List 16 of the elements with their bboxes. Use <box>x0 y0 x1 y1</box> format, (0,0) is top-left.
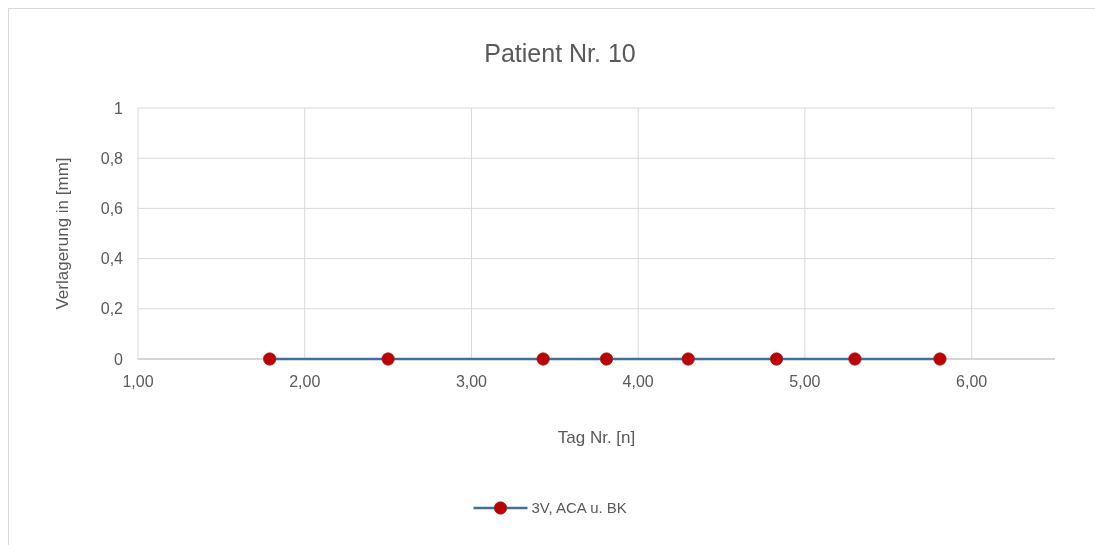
x-tick-label: 3,00 <box>455 373 488 390</box>
legend-label: 3V, ACA u. BK <box>531 499 627 517</box>
y-tick-label: 0,8 <box>100 149 124 167</box>
y-axis-title: Verlagerung in [mm] <box>53 157 72 310</box>
x-tick-label: 1,00 <box>122 373 154 390</box>
x-tick-label: 5,00 <box>789 373 821 390</box>
x-tick-label: 4,00 <box>622 373 654 390</box>
x-tick-label: 6,00 <box>956 373 988 390</box>
x-axis-title: Tag Nr. [n] <box>557 428 636 447</box>
y-tick-label: 1 <box>114 99 124 117</box>
y-tick-label: 0,6 <box>100 200 124 217</box>
y-tick-label: 0 <box>114 350 124 368</box>
chart-title: Patient Nr. 10 <box>484 39 636 67</box>
y-tick-label: 0,4 <box>100 250 124 268</box>
y-tick-label: 0,2 <box>100 300 124 318</box>
x-tick-label: 2,00 <box>289 373 321 390</box>
